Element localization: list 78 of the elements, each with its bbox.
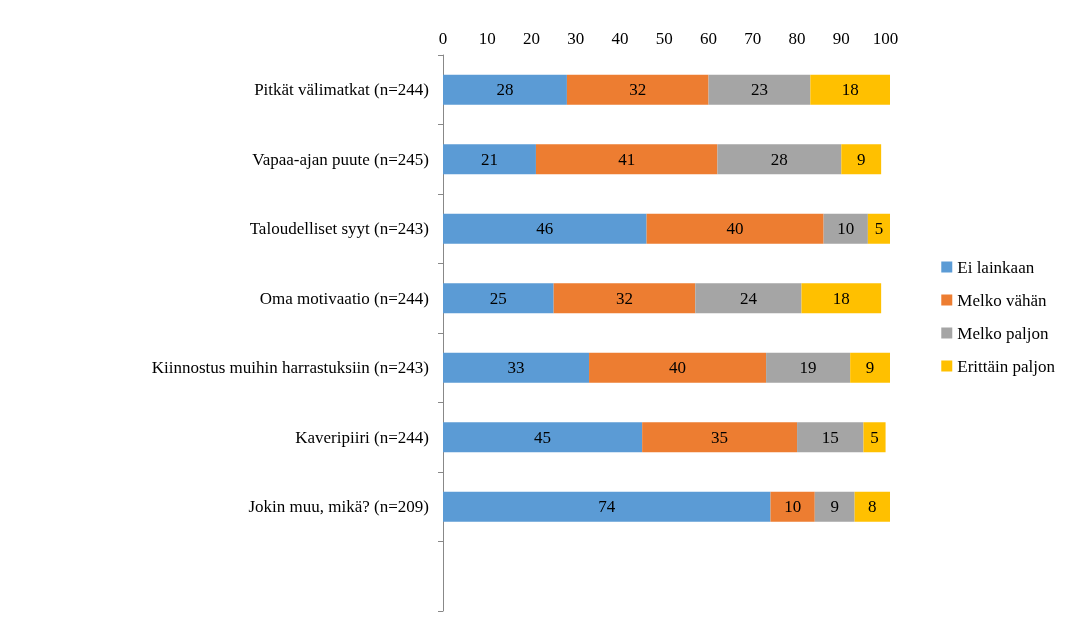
bar — [797, 422, 864, 453]
data-label: 18 — [841, 80, 859, 100]
bar — [443, 352, 590, 383]
data-label: 5 — [874, 219, 884, 239]
bar — [443, 144, 536, 175]
bar — [717, 144, 842, 175]
data-label: 41 — [618, 149, 636, 169]
bar — [695, 283, 802, 314]
data-label: 25 — [489, 288, 507, 308]
x-tick-label: 90 — [832, 29, 850, 48]
legend-label: Ei lainkaan — [957, 257, 1035, 277]
legend-label: Melko vähän — [957, 290, 1047, 310]
y-tick-label: Vapaa-ajan puute (n=245) — [252, 149, 429, 169]
x-tick-label: 0 — [438, 29, 448, 48]
bar — [841, 144, 882, 175]
data-label: 18 — [832, 288, 850, 308]
y-tick-label: Kiinnostus muihin harrastuksiin (n=243) — [151, 358, 429, 378]
bar — [443, 283, 554, 314]
y-tick-label: Jokin muu, mikä? (n=209) — [248, 497, 429, 517]
bar — [770, 491, 815, 522]
data-label: 40 — [669, 358, 687, 378]
bar — [566, 74, 709, 105]
y-tick-label: Taloudelliset syyt (n=243) — [249, 219, 429, 239]
x-tick-label: 30 — [567, 29, 585, 48]
legend-label: Erittäin paljon — [957, 356, 1056, 376]
x-tick-label: 60 — [700, 29, 718, 48]
data-label: 40 — [726, 219, 744, 239]
x-tick-label: 10 — [478, 29, 496, 48]
data-label: 45 — [534, 427, 552, 447]
y-tick-label: Oma motivaatio (n=244) — [259, 288, 429, 308]
bar — [553, 283, 696, 314]
data-label: 9 — [865, 358, 875, 378]
data-label: 5 — [870, 427, 879, 447]
data-label: 32 — [615, 288, 633, 308]
legend-label: Melko paljon — [957, 323, 1049, 343]
bar — [443, 74, 567, 105]
y-tick-label: Kaveripiiri (n=244) — [295, 427, 429, 447]
bar — [854, 491, 890, 522]
bar — [766, 352, 851, 383]
bar — [801, 283, 882, 314]
data-label: 10 — [837, 219, 855, 239]
data-label: 19 — [799, 358, 817, 378]
bar — [443, 491, 771, 522]
x-tick-label: 80 — [788, 29, 806, 48]
x-tick-label: 100 — [872, 29, 899, 48]
x-tick-label: 50 — [655, 29, 673, 48]
bar — [708, 74, 811, 105]
bar — [863, 422, 886, 453]
data-label: 74 — [598, 497, 616, 517]
data-label: 8 — [868, 497, 877, 517]
data-label: 9 — [856, 149, 866, 169]
bar — [823, 213, 868, 244]
data-label: 15 — [821, 427, 839, 447]
x-tick-label: 70 — [744, 29, 762, 48]
bar — [646, 213, 824, 244]
data-label: 10 — [784, 497, 802, 517]
bar — [443, 422, 643, 453]
x-tick-label: 40 — [611, 29, 629, 48]
data-label: 28 — [496, 80, 514, 100]
bar — [642, 422, 798, 453]
x-tick-label: 20 — [523, 29, 541, 48]
bar — [535, 144, 718, 175]
data-label: 46 — [536, 219, 554, 239]
data-label: 23 — [750, 80, 768, 100]
bar — [867, 213, 890, 244]
data-label: 33 — [507, 358, 525, 378]
data-label: 9 — [830, 497, 839, 517]
data-label: 35 — [711, 427, 729, 447]
data-label: 32 — [629, 80, 647, 100]
data-label: 24 — [739, 288, 758, 308]
bar — [443, 213, 647, 244]
data-label: 21 — [480, 149, 498, 169]
bar — [810, 74, 890, 105]
data-label: 28 — [770, 149, 788, 169]
y-tick-label: Pitkät välimatkat (n=244) — [254, 80, 429, 100]
bar — [814, 491, 855, 522]
bar — [589, 352, 767, 383]
bar — [850, 352, 890, 383]
